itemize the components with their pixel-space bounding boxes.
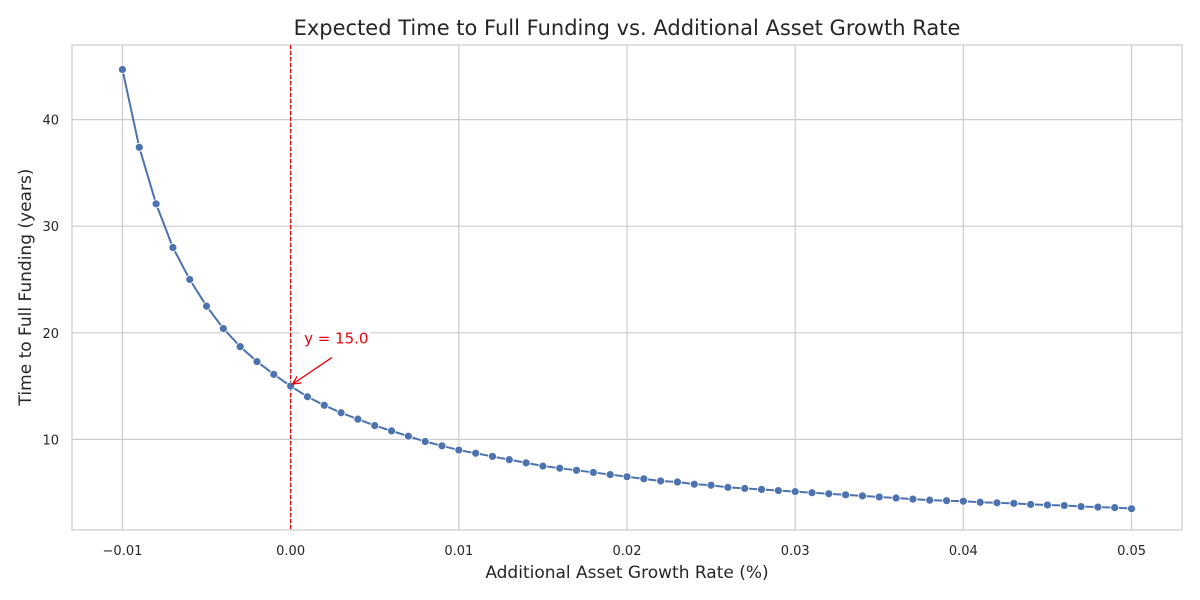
data-point	[269, 369, 279, 379]
data-point	[118, 65, 127, 74]
data-point	[151, 199, 161, 209]
x-tick-label: 0.00	[276, 544, 305, 559]
data-point	[841, 490, 851, 500]
data-point	[471, 448, 481, 458]
y-axis-label: Time to Full Funding (years)	[16, 169, 36, 407]
data-point	[673, 477, 682, 487]
x-tick-label: −0.01	[103, 544, 143, 559]
data-point	[1043, 500, 1052, 510]
y-tick-label: 40	[42, 114, 59, 129]
data-point	[925, 495, 935, 505]
data-point	[235, 342, 245, 352]
x-tick-label: 0.01	[444, 544, 473, 559]
data-point	[992, 498, 1002, 508]
data-point	[706, 480, 716, 490]
data-point	[353, 414, 363, 424]
data-point	[807, 488, 817, 498]
data-point	[1127, 504, 1136, 514]
plot-frame	[71, 44, 1183, 531]
data-point	[403, 431, 413, 441]
x-axis-label: Additional Asset Growth Rate (%)	[485, 563, 768, 583]
data-point	[824, 489, 834, 499]
data-point	[656, 476, 666, 486]
data-point	[958, 496, 968, 506]
x-tick-label: 0.03	[781, 544, 810, 559]
annotation-background	[300, 327, 371, 350]
data-point	[1076, 502, 1086, 511]
data-point	[790, 487, 800, 497]
data-point	[504, 455, 514, 465]
data-point	[757, 485, 766, 494]
data-point	[134, 142, 144, 152]
data-point	[1009, 498, 1019, 508]
x-tick-labels: −0.01 0.00 0.01 0.02 0.03 0.04 0.05	[103, 544, 1146, 559]
data-point	[639, 474, 649, 484]
data-point	[689, 479, 699, 489]
data-point	[488, 452, 497, 461]
annotation-arrowhead	[291, 375, 302, 385]
data-point	[168, 243, 178, 252]
data-point	[1026, 500, 1036, 509]
data-point	[891, 493, 901, 503]
data-point	[420, 437, 430, 446]
data-point	[858, 491, 867, 501]
y-tick-label: 30	[42, 220, 59, 235]
data-point	[740, 484, 750, 493]
data-point	[1110, 503, 1120, 513]
data-point	[336, 408, 346, 418]
y-tick-label: 10	[42, 433, 59, 448]
data-point	[454, 445, 464, 455]
data-point	[723, 482, 733, 492]
data-point	[202, 301, 211, 311]
data-point	[622, 472, 632, 482]
data-point	[942, 496, 951, 506]
data-point	[218, 324, 228, 333]
data-point	[538, 461, 548, 471]
x-tick-label: 0.04	[949, 544, 978, 559]
grid	[72, 45, 1182, 530]
data-point	[1093, 502, 1103, 512]
data-point	[572, 465, 581, 475]
data-point	[370, 421, 380, 430]
x-tick-label: 0.02	[613, 544, 642, 559]
data-point	[319, 400, 329, 410]
data-point	[555, 463, 565, 473]
chart-title: Expected Time to Full Funding vs. Additi…	[294, 16, 961, 40]
data-point	[1059, 501, 1069, 510]
x-tick-label: 0.05	[1117, 544, 1146, 559]
data-point	[252, 357, 262, 366]
series-group	[118, 65, 1136, 514]
data-point	[605, 470, 615, 479]
y-tick-labels: 10 20 30 40	[42, 114, 59, 449]
data-point	[437, 441, 447, 451]
y-tick-label: 20	[42, 327, 59, 342]
annotation-label: y = 15.0	[304, 329, 368, 347]
data-point	[387, 426, 396, 436]
data-point	[773, 486, 783, 495]
annotation-arrow	[292, 356, 333, 385]
data-point	[874, 492, 884, 502]
data-point	[588, 468, 598, 477]
data-point	[975, 497, 985, 507]
annotation-group: y = 15.0	[291, 327, 371, 385]
data-point	[185, 275, 195, 284]
data-point	[303, 392, 312, 402]
data-point	[908, 494, 918, 504]
data-point	[521, 458, 531, 468]
